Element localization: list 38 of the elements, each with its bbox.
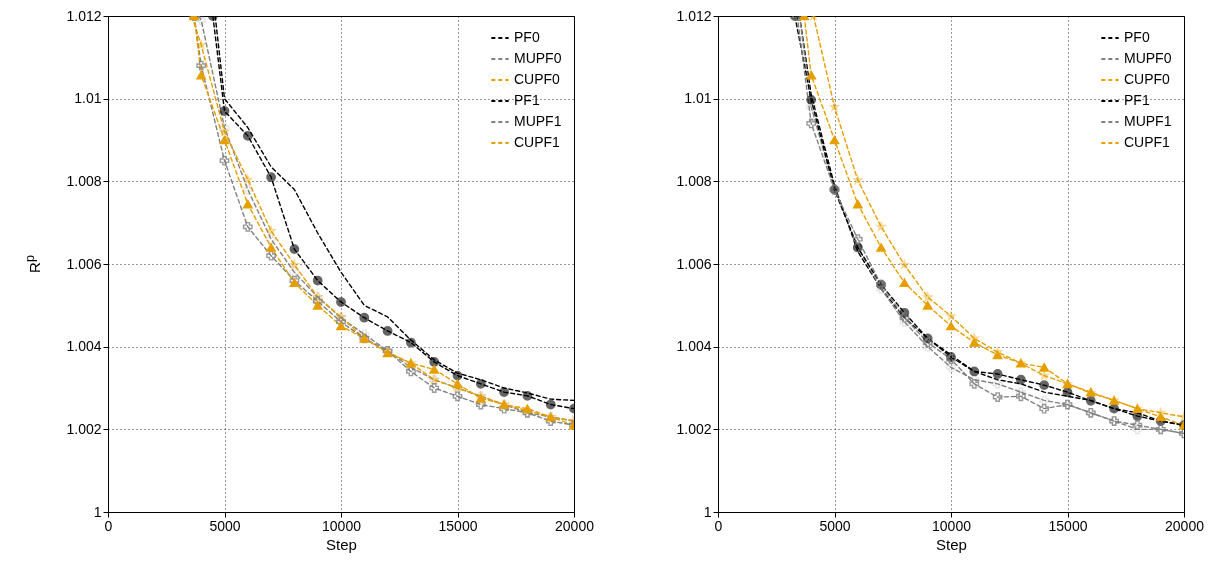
legend-label: CUPF1 xyxy=(1124,134,1171,150)
x-tick-label: 5000 xyxy=(819,517,851,534)
legend-label: CUPF0 xyxy=(514,71,561,87)
legend-label: CUPF0 xyxy=(1124,71,1171,87)
y-tick-label: 1.004 xyxy=(66,338,102,355)
y-tick-label: 1 xyxy=(703,503,712,520)
legend-label: MUPF0 xyxy=(514,50,562,66)
legend-label: MUPF1 xyxy=(514,113,562,129)
x-axis-title: Step xyxy=(936,535,967,553)
legend-label: PF0 xyxy=(1124,29,1150,45)
legend-label: PF0 xyxy=(514,29,540,45)
y-tick-label: 1.012 xyxy=(676,7,712,24)
y-tick-label: 1.008 xyxy=(66,172,102,189)
legend-label: CUPF1 xyxy=(514,134,561,150)
legend-label: PF1 xyxy=(1124,92,1150,108)
y-tick-label: 1.002 xyxy=(676,420,712,437)
y-tick-label: 1.006 xyxy=(66,255,102,272)
x-tick-label: 0 xyxy=(104,517,113,534)
x-tick-label: 20000 xyxy=(555,517,595,534)
legend-label: MUPF0 xyxy=(1124,50,1172,66)
x-tick-label: 10000 xyxy=(932,517,972,534)
y-tick-label: 1 xyxy=(93,503,102,520)
x-tick-label: 15000 xyxy=(1048,517,1088,534)
y-tick-label: 1.012 xyxy=(66,7,102,24)
x-tick-label: 10000 xyxy=(322,517,362,534)
x-tick-label: 5000 xyxy=(209,517,241,534)
y-tick-label: 1.006 xyxy=(676,255,712,272)
x-tick-label: 15000 xyxy=(438,517,478,534)
y-tick-label: 1.01 xyxy=(74,90,102,107)
y-tick-label: 1.004 xyxy=(676,338,712,355)
x-tick-label: 20000 xyxy=(1165,517,1205,534)
y-tick-label: 1.008 xyxy=(676,172,712,189)
legend-label: MUPF1 xyxy=(1124,113,1172,129)
y-tick-label: 1.002 xyxy=(66,420,102,437)
x-axis-title: Step xyxy=(326,535,357,553)
x-tick-label: 0 xyxy=(714,517,723,534)
y-tick-label: 1.01 xyxy=(684,90,712,107)
legend-label: PF1 xyxy=(514,92,540,108)
